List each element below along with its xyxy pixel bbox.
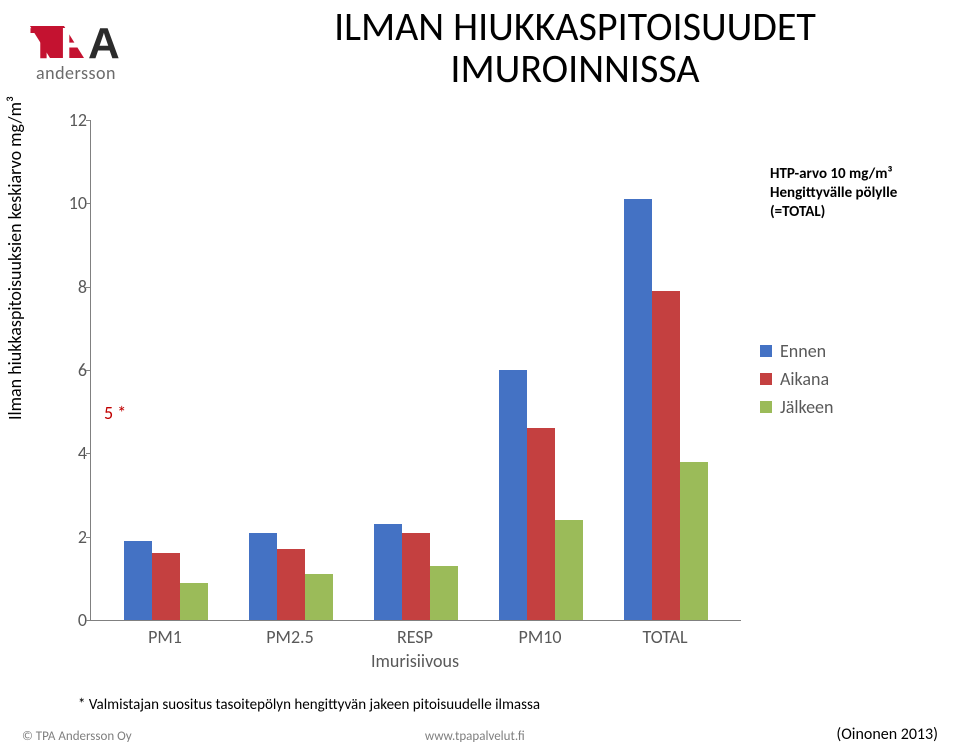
x-tick-label: PM2.5 (240, 626, 340, 648)
footer-center: www.tpapalvelut.fi (425, 729, 525, 744)
bar (402, 533, 430, 621)
bar (305, 574, 333, 620)
legend-item: Jälkeen (760, 396, 833, 418)
y-tick-label: 6 (61, 359, 87, 381)
bar (527, 428, 555, 620)
legend-label: Aikana (780, 368, 829, 390)
title-line2: IMUROINNISSA (220, 48, 930, 90)
citation: (Oinonen 2013) (836, 725, 938, 744)
logo: T P A andersson (30, 18, 180, 84)
logo-svg: T P A (30, 18, 180, 66)
y-tick-label: 0 (61, 609, 87, 631)
svg-text:A: A (88, 19, 120, 66)
y-tick-label: 8 (61, 276, 87, 298)
htp-line3: (=TOTAL) (770, 203, 940, 222)
bar (430, 566, 458, 620)
x-labels: Imurisiivous PM1 PM2.5 RESP PM10 TOTAL (90, 620, 740, 680)
logo-mark: T P A (30, 18, 180, 66)
x-tick-label: TOTAL (615, 626, 715, 648)
x-axis-title: Imurisiivous (90, 650, 740, 672)
htp-note: HTP-arvo 10 mg/m³ Hengittyvälle pölylle … (770, 165, 940, 221)
x-tick-label: PM10 (490, 626, 590, 648)
legend-item: Aikana (760, 368, 833, 390)
bar (152, 553, 180, 620)
slide: T P A andersson ILMAN HIUKKASPITOISUUDET… (0, 0, 960, 752)
title: ILMAN HIUKKASPITOISUUDET IMUROINNISSA (220, 6, 930, 90)
bar (652, 291, 680, 620)
bar (180, 583, 208, 621)
annotation-5star: 5 * (104, 402, 126, 424)
legend-item: Ennen (760, 340, 833, 362)
bar (277, 549, 305, 620)
x-tick-label: RESP (365, 626, 465, 648)
y-tick-label: 12 (61, 109, 87, 131)
bar (624, 199, 652, 620)
bar (555, 520, 583, 620)
y-tick-label: 4 (61, 442, 87, 464)
legend-label: Ennen (780, 340, 826, 362)
footnote: * Valmistajan suositus tasoitepölyn heng… (78, 696, 540, 714)
legend-swatch (760, 401, 772, 413)
footer: © TPA Andersson Oy www.tpapalvelut.fi (0, 729, 960, 744)
legend-swatch (760, 373, 772, 385)
legend: Ennen Aikana Jälkeen (760, 340, 833, 424)
title-line1: ILMAN HIUKKASPITOISUUDET (220, 6, 930, 48)
bar (680, 462, 708, 620)
x-tick-label: PM1 (115, 626, 215, 648)
htp-line2: Hengittyvälle pölylle (770, 184, 940, 203)
legend-swatch (760, 345, 772, 357)
y-tick-label: 10 (61, 192, 87, 214)
y-tick-label: 2 (61, 526, 87, 548)
footer-left: © TPA Andersson Oy (22, 729, 132, 744)
legend-label: Jälkeen (780, 396, 833, 418)
svg-text:P: P (60, 19, 89, 66)
bar (374, 524, 402, 620)
svg-text:T: T (30, 19, 57, 66)
bar (249, 533, 277, 621)
bar (499, 370, 527, 620)
bar (124, 541, 152, 620)
plot-area: 024681012 (90, 120, 741, 621)
htp-line1: HTP-arvo 10 mg/m³ (770, 165, 940, 184)
y-axis-label: Ilman hiukkaspitoisuuksien keskiarvo mg/… (4, 96, 26, 420)
